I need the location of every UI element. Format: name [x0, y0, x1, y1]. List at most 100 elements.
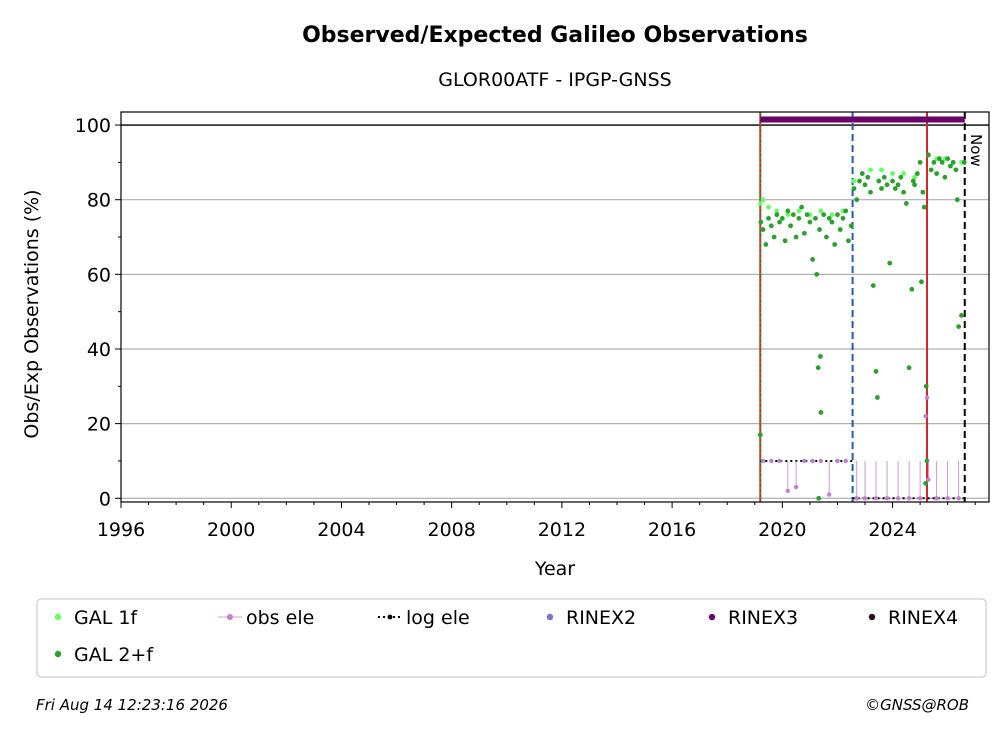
data-point: [919, 279, 924, 285]
data-point: [921, 204, 927, 210]
data-point: [906, 365, 912, 371]
axes: 0 20 40 60 80 100 1996 2000 2004 2008 2012 2016 2020…: [75, 115, 976, 541]
data-point: [816, 495, 822, 501]
data-point: [818, 458, 824, 464]
data-point: [758, 219, 764, 225]
data-point: [942, 174, 948, 180]
data-point: [862, 182, 868, 188]
data-point: [884, 496, 890, 501]
data-point: [917, 159, 923, 165]
data-point: [862, 496, 868, 501]
data-point: [895, 182, 901, 188]
data-point: [857, 178, 862, 184]
data-point: [903, 201, 909, 206]
data-point: [785, 488, 791, 494]
data-point: [814, 271, 820, 277]
data-point: [859, 171, 865, 176]
data-point: [796, 208, 802, 214]
data-point: [832, 242, 838, 247]
legend-box: [36, 598, 987, 678]
chart-subtitle: GLOR00ATF - IPGP-GNSS: [438, 69, 671, 91]
data-point: [771, 234, 777, 240]
data-point: [817, 227, 822, 232]
event-line-label: Now: [967, 134, 985, 167]
data-point: [774, 208, 780, 214]
data-point: [909, 286, 915, 292]
chart-title: Observed/Expected Galileo Observations: [302, 23, 808, 48]
data-point: [873, 496, 879, 501]
data-point: [846, 238, 851, 244]
data-point: [760, 197, 766, 203]
data-point: [925, 152, 931, 158]
data-layer: [757, 116, 967, 501]
data-point: [950, 159, 956, 165]
data-point: [785, 208, 791, 214]
x-tick-label: 2004: [317, 519, 365, 541]
data-point: [890, 178, 895, 184]
data-point: [757, 432, 763, 438]
data-point: [785, 212, 791, 218]
data-point: [961, 159, 967, 165]
data-point: [948, 163, 953, 169]
x-tick-label: 2016: [648, 519, 696, 541]
y-axis-label: Obs/Exp Observations (%): [21, 189, 43, 438]
x-tick-label: 2012: [538, 519, 586, 541]
data-point: [956, 496, 961, 501]
data-point: [777, 458, 782, 464]
y-tick-label: 20: [87, 414, 111, 436]
data-point: [829, 212, 835, 218]
data-point: [799, 204, 805, 210]
data-point: [892, 186, 898, 191]
footer-credit: ©GNSS@ROB: [865, 696, 969, 714]
grid-layer: [121, 124, 989, 499]
data-point: [945, 156, 951, 162]
legend-marker: [387, 614, 393, 620]
data-point: [953, 167, 959, 173]
data-point: [829, 219, 835, 225]
data-point: [923, 383, 929, 389]
data-point: [843, 458, 848, 464]
data-point: [851, 186, 857, 191]
data-point: [788, 223, 793, 229]
data-point: [837, 227, 843, 232]
data-point: [881, 174, 887, 180]
data-point: [766, 215, 771, 221]
data-point: [817, 354, 823, 359]
data-point: [920, 189, 926, 195]
data-point: [890, 171, 895, 176]
data-point: [906, 496, 912, 501]
data-point: [769, 458, 774, 464]
legend-marker: [227, 614, 233, 620]
data-point: [914, 171, 920, 176]
legend-marker: [54, 650, 62, 658]
legend-label: RINEX4: [888, 607, 958, 629]
data-point: [815, 365, 821, 371]
data-point: [954, 197, 960, 203]
legend-marker: [708, 613, 716, 621]
legend-marker: [868, 613, 876, 621]
data-point: [884, 182, 890, 188]
data-point: [868, 167, 873, 173]
data-point: [956, 324, 962, 329]
data-point: [934, 496, 939, 501]
data-point: [928, 167, 934, 173]
legend: GAL 1f obs ele log ele RINEX2 RINEX3 RINEX4 GA…: [36, 598, 987, 678]
data-point: [879, 167, 884, 173]
data-point: [802, 458, 807, 464]
data-point: [793, 484, 799, 490]
data-point: [868, 189, 873, 195]
data-point: [813, 215, 818, 221]
data-point: [807, 219, 813, 225]
data-point: [939, 159, 945, 165]
data-point: [835, 212, 840, 218]
data-point: [801, 230, 807, 236]
data-point: [793, 234, 799, 240]
data-point: [782, 238, 788, 244]
legend-label: RINEX2: [566, 607, 636, 629]
data-point: [901, 171, 906, 176]
y-tick-label: 100: [75, 115, 111, 137]
data-point: [898, 174, 904, 180]
data-point: [870, 283, 876, 288]
legend-label: GAL 1f: [74, 607, 138, 629]
